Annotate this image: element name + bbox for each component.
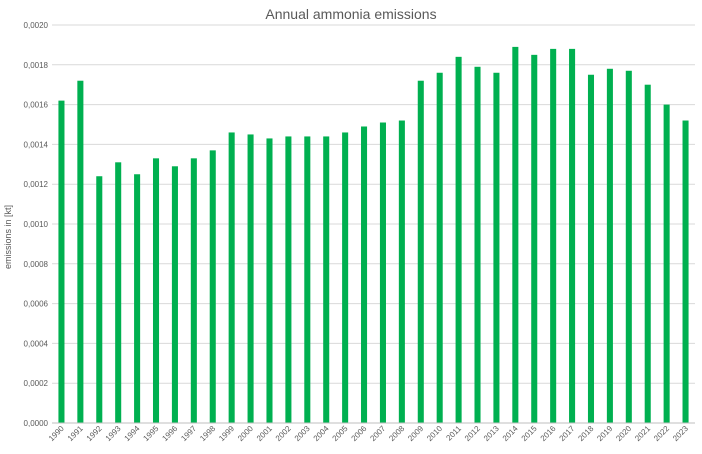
y-tick-label: 0,0000	[24, 419, 49, 428]
bar	[134, 174, 141, 423]
x-tick-label: 1992	[85, 424, 104, 443]
bar	[606, 68, 613, 423]
bar	[247, 134, 254, 423]
x-tick-label: 1993	[104, 424, 123, 443]
x-tick-label: 1990	[47, 424, 66, 443]
y-tick-labels: 0,0000 0,0002 0,0004 0,0006 0,0008 0,0010 0,00…	[24, 21, 49, 428]
bar	[569, 48, 576, 423]
x-tick-label: 1996	[160, 424, 179, 443]
y-tick-label: 0,0018	[24, 61, 49, 70]
bar	[190, 158, 197, 423]
x-tick-label: 2018	[576, 424, 595, 443]
x-tick-label: 2004	[312, 424, 331, 443]
x-tick-label: 2008	[387, 424, 406, 443]
x-tick-label: 2006	[350, 424, 369, 443]
bar	[209, 150, 216, 423]
x-tick-label: 1991	[66, 424, 85, 443]
bar	[77, 80, 84, 423]
y-tick-label: 0,0016	[24, 101, 49, 110]
bar	[342, 132, 349, 423]
x-tick-label: 2022	[652, 424, 671, 443]
x-tick-label: 2000	[236, 424, 255, 443]
x-tick-label: 2001	[255, 424, 274, 443]
x-tick-label: 2011	[444, 424, 463, 443]
bar	[455, 56, 462, 424]
bar	[398, 120, 405, 424]
x-tick-label: 1994	[123, 424, 142, 443]
x-tick-label: 2005	[331, 424, 350, 443]
x-tick-label: 2014	[501, 424, 520, 443]
x-tick-label: 2017	[558, 424, 577, 443]
bar	[663, 104, 670, 423]
x-tick-label: 2009	[406, 424, 425, 443]
x-tick-label: 2002	[274, 424, 293, 443]
bar	[550, 48, 557, 423]
bar	[587, 74, 595, 423]
bar	[474, 66, 481, 423]
bar	[436, 72, 443, 423]
bar	[512, 46, 519, 423]
bar	[379, 122, 386, 423]
bar	[625, 70, 632, 424]
x-tick-label: 2021	[633, 424, 652, 443]
y-tick-label: 0,0020	[24, 21, 49, 30]
bar	[323, 136, 330, 423]
bar	[682, 120, 689, 424]
bar	[493, 72, 500, 423]
bars	[58, 46, 689, 424]
bar	[171, 166, 178, 424]
x-tick-label: 2016	[539, 424, 558, 443]
y-tick-label: 0,0006	[24, 300, 49, 309]
x-tick-label: 1999	[217, 424, 236, 443]
x-tick-label: 2013	[482, 424, 501, 443]
bar	[285, 136, 292, 423]
x-tick-label: 2020	[614, 424, 633, 443]
x-tick-label: 1998	[198, 424, 217, 443]
bar	[361, 126, 368, 424]
bar	[304, 136, 311, 423]
bar	[228, 132, 235, 423]
x-tick-label: 2023	[671, 424, 690, 443]
bar	[58, 100, 65, 424]
y-tick-label: 0,0010	[24, 220, 49, 229]
y-tick-label: 0,0014	[24, 140, 49, 149]
y-tick-label: 0,0002	[24, 379, 49, 388]
x-tick-label: 2019	[595, 424, 614, 443]
x-tick-labels: 1990 1991 1992 1993 1994 1995 1996 1997 1998 1999…	[47, 424, 690, 443]
x-tick-label: 1997	[179, 424, 198, 443]
bar	[644, 84, 651, 423]
x-tick-label: 2015	[520, 424, 539, 443]
x-tick-label: 2003	[293, 424, 312, 443]
bar	[115, 162, 122, 423]
y-tick-label: 0,0008	[24, 260, 49, 269]
x-tick-label: 2007	[368, 424, 387, 443]
y-tick-label: 0,0012	[24, 180, 49, 189]
bar	[417, 80, 424, 423]
y-tick-label: 0,0004	[24, 339, 49, 348]
gridlines	[52, 24, 695, 424]
x-tick-label: 2010	[425, 424, 444, 443]
bar	[152, 158, 160, 423]
x-tick-label: 2012	[463, 424, 482, 443]
x-tick-label: 1995	[141, 424, 160, 443]
bar	[531, 54, 538, 423]
chart-title: Annual ammonia emissions	[265, 6, 436, 22]
y-axis-label: emissions in [kt]	[3, 205, 13, 269]
bar	[266, 138, 273, 423]
bar	[96, 176, 103, 423]
